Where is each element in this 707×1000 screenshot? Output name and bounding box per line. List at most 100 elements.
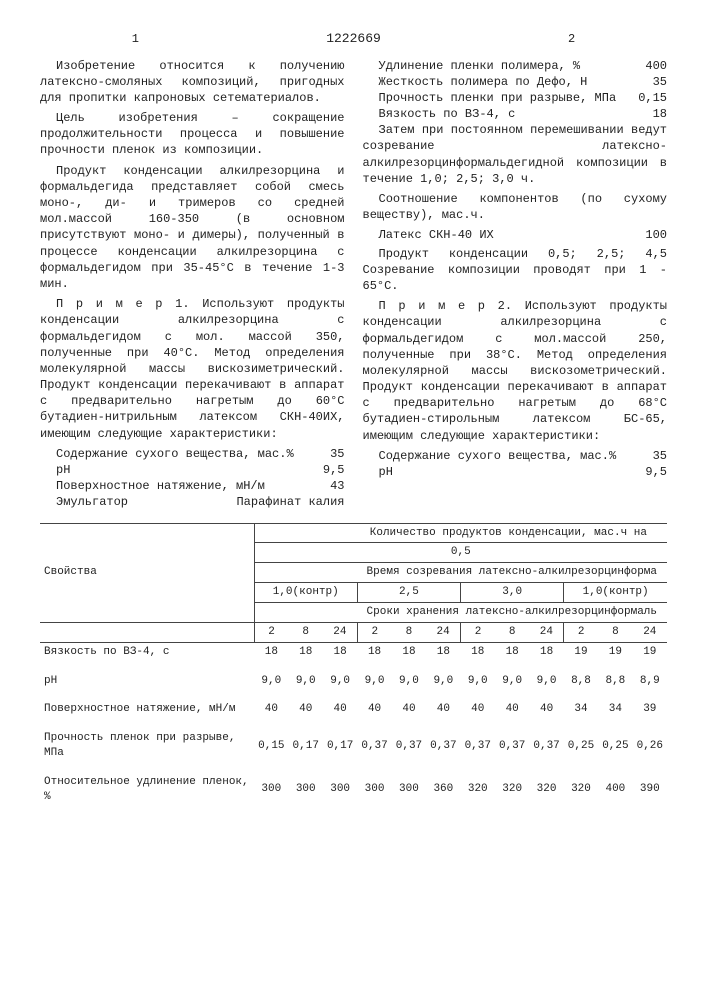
table-row-label: Относительное удлинение пленок, % — [40, 773, 254, 807]
table-cell: 0,37 — [495, 729, 529, 763]
table-hdr2: Время созревания латексно-алкилрезорцинф… — [254, 563, 667, 583]
table-hdr1: Количество продуктов конденсации, мас.ч … — [254, 523, 667, 543]
table-cell: 0,37 — [461, 729, 495, 763]
table-row-label: Прочность пленок при разрыве, МПа — [40, 729, 254, 763]
table-storage-header: 8 — [495, 622, 529, 642]
prop-value: 35 — [322, 446, 344, 462]
table-storage-header: 8 — [598, 622, 632, 642]
table-row: Поверхностное натяжение, мН/м40404040404… — [40, 700, 667, 719]
table-row: Относительное удлинение пленок, %3003003… — [40, 773, 667, 807]
prop-label: Поверхностное натяжение, мН/м — [40, 478, 265, 494]
prop-label: Содержание сухого вещества, мас.% — [363, 448, 617, 464]
table-cell: 9,0 — [495, 672, 529, 691]
property-row: Латекс СКН-40 ИХ100 — [363, 227, 668, 243]
table-cell: 300 — [357, 773, 391, 807]
property-row: Содержание сухого вещества, мас.% 35 — [40, 446, 345, 462]
property-row: Жесткость полимера по Дефо, Н 35 — [363, 74, 668, 90]
table-cell: 40 — [254, 700, 288, 719]
left-page-num: 1 — [132, 32, 139, 46]
body-paragraph: П р и м е р 2. Используют продукты конде… — [363, 298, 668, 444]
table-cell: 0,17 — [289, 729, 323, 763]
table-storage-header: 2 — [564, 622, 598, 642]
table-storage-header: 24 — [529, 622, 563, 642]
table-cell: 300 — [254, 773, 288, 807]
table-cell: 8,9 — [633, 672, 667, 691]
table-cell: 360 — [426, 773, 460, 807]
table-cell: 9,0 — [461, 672, 495, 691]
table-cell: 19 — [564, 642, 598, 661]
table-row: Прочность пленок при разрыве, МПа0,150,1… — [40, 729, 667, 763]
property-row: pH9,5 — [40, 462, 345, 478]
table-cell: 40 — [357, 700, 391, 719]
table-cell: 0,37 — [426, 729, 460, 763]
property-row: pH9,5 — [363, 464, 668, 480]
prop-value: 35 — [645, 74, 667, 90]
table-cell: 0,37 — [357, 729, 391, 763]
table-cell: 9,0 — [392, 672, 426, 691]
property-row: Эмульгатор Парафинат калия — [40, 494, 345, 510]
table-qty: 0,5 — [254, 543, 667, 563]
table-prop-header: Свойства — [40, 523, 254, 622]
table-cell: 18 — [495, 642, 529, 661]
table-time-header: 3,0 — [461, 583, 564, 603]
table-cell: 0,25 — [564, 729, 598, 763]
table-cell: 400 — [598, 773, 632, 807]
table-cell: 8,8 — [564, 672, 598, 691]
prop-label: Жесткость полимера по Дефо, Н — [363, 74, 588, 90]
table-storage-header: 8 — [392, 622, 426, 642]
table-cell: 0,17 — [323, 729, 357, 763]
table-cell: 300 — [323, 773, 357, 807]
table-cell: 18 — [461, 642, 495, 661]
table-cell: 18 — [289, 642, 323, 661]
prop-value: 9,5 — [637, 464, 667, 480]
table-cell: 300 — [289, 773, 323, 807]
table-cell: 0,26 — [633, 729, 667, 763]
table-cell: 0,25 — [598, 729, 632, 763]
doc-number: 1222669 — [326, 31, 381, 46]
body-paragraph: Изобретение относится к получению латекс… — [40, 58, 345, 107]
prop-label: Эмульгатор — [40, 494, 128, 510]
table-cell: 18 — [529, 642, 563, 661]
body-paragraph: П р и м е р 1. Используют продукты конде… — [40, 296, 345, 442]
prop-label: Вязкость по ВЗ-4, с — [363, 106, 516, 122]
table-cell: 40 — [392, 700, 426, 719]
table-cell: 40 — [461, 700, 495, 719]
table-cell: 19 — [633, 642, 667, 661]
table-row-label: pH — [40, 672, 254, 691]
prop-value: Парафинат калия — [228, 494, 344, 510]
table-cell: 19 — [598, 642, 632, 661]
table-cell: 18 — [254, 642, 288, 661]
body-paragraph: Продукт конденсации алкилрезорцина и фор… — [40, 163, 345, 293]
property-row: Содержание сухого вещества, мас.% 35 — [363, 448, 668, 464]
results-table: Свойства Количество продуктов конденсаци… — [40, 523, 667, 817]
body-paragraph: Соотношение компонентов (по сухому вещес… — [363, 191, 668, 223]
body-paragraph: Продукт конденсации 0,5; 2,5; 4,5 Созрев… — [363, 246, 668, 295]
property-row: Поверхностное натяжение, мН/м43 — [40, 478, 345, 494]
table-cell: 9,0 — [289, 672, 323, 691]
table-cell: 18 — [357, 642, 391, 661]
table-time-header: 1,0(контр) — [564, 583, 667, 603]
right-page-num: 2 — [568, 32, 575, 46]
table-cell: 320 — [564, 773, 598, 807]
table-cell: 34 — [598, 700, 632, 719]
table-row: Вязкость по ВЗ-4, с181818181818181818191… — [40, 642, 667, 661]
left-column: Изобретение относится к получению латекс… — [40, 58, 345, 511]
table-cell: 0,37 — [392, 729, 426, 763]
prop-value: 35 — [645, 448, 667, 464]
table-row-label: Поверхностное натяжение, мН/м — [40, 700, 254, 719]
table-cell: 0,15 — [254, 729, 288, 763]
table-storage-header: 24 — [633, 622, 667, 642]
prop-label: Прочность пленки при разрыве, МПа — [363, 90, 617, 106]
table-cell: 34 — [564, 700, 598, 719]
table-cell: 40 — [426, 700, 460, 719]
table-cell: 40 — [529, 700, 563, 719]
table-cell: 40 — [495, 700, 529, 719]
prop-label: Удлинение пленки полимера, % — [363, 58, 581, 74]
table-row-label: Вязкость по ВЗ-4, с — [40, 642, 254, 661]
body-paragraph: Цель изобретения – сокращение продолжите… — [40, 110, 345, 159]
table-hdr3: Сроки хранения латексно-алкилрезорцинфор… — [254, 602, 667, 622]
table-storage-header: 8 — [289, 622, 323, 642]
prop-label: Содержание сухого вещества, мас.% — [40, 446, 294, 462]
table-cell: 9,0 — [323, 672, 357, 691]
table-cell: 320 — [495, 773, 529, 807]
